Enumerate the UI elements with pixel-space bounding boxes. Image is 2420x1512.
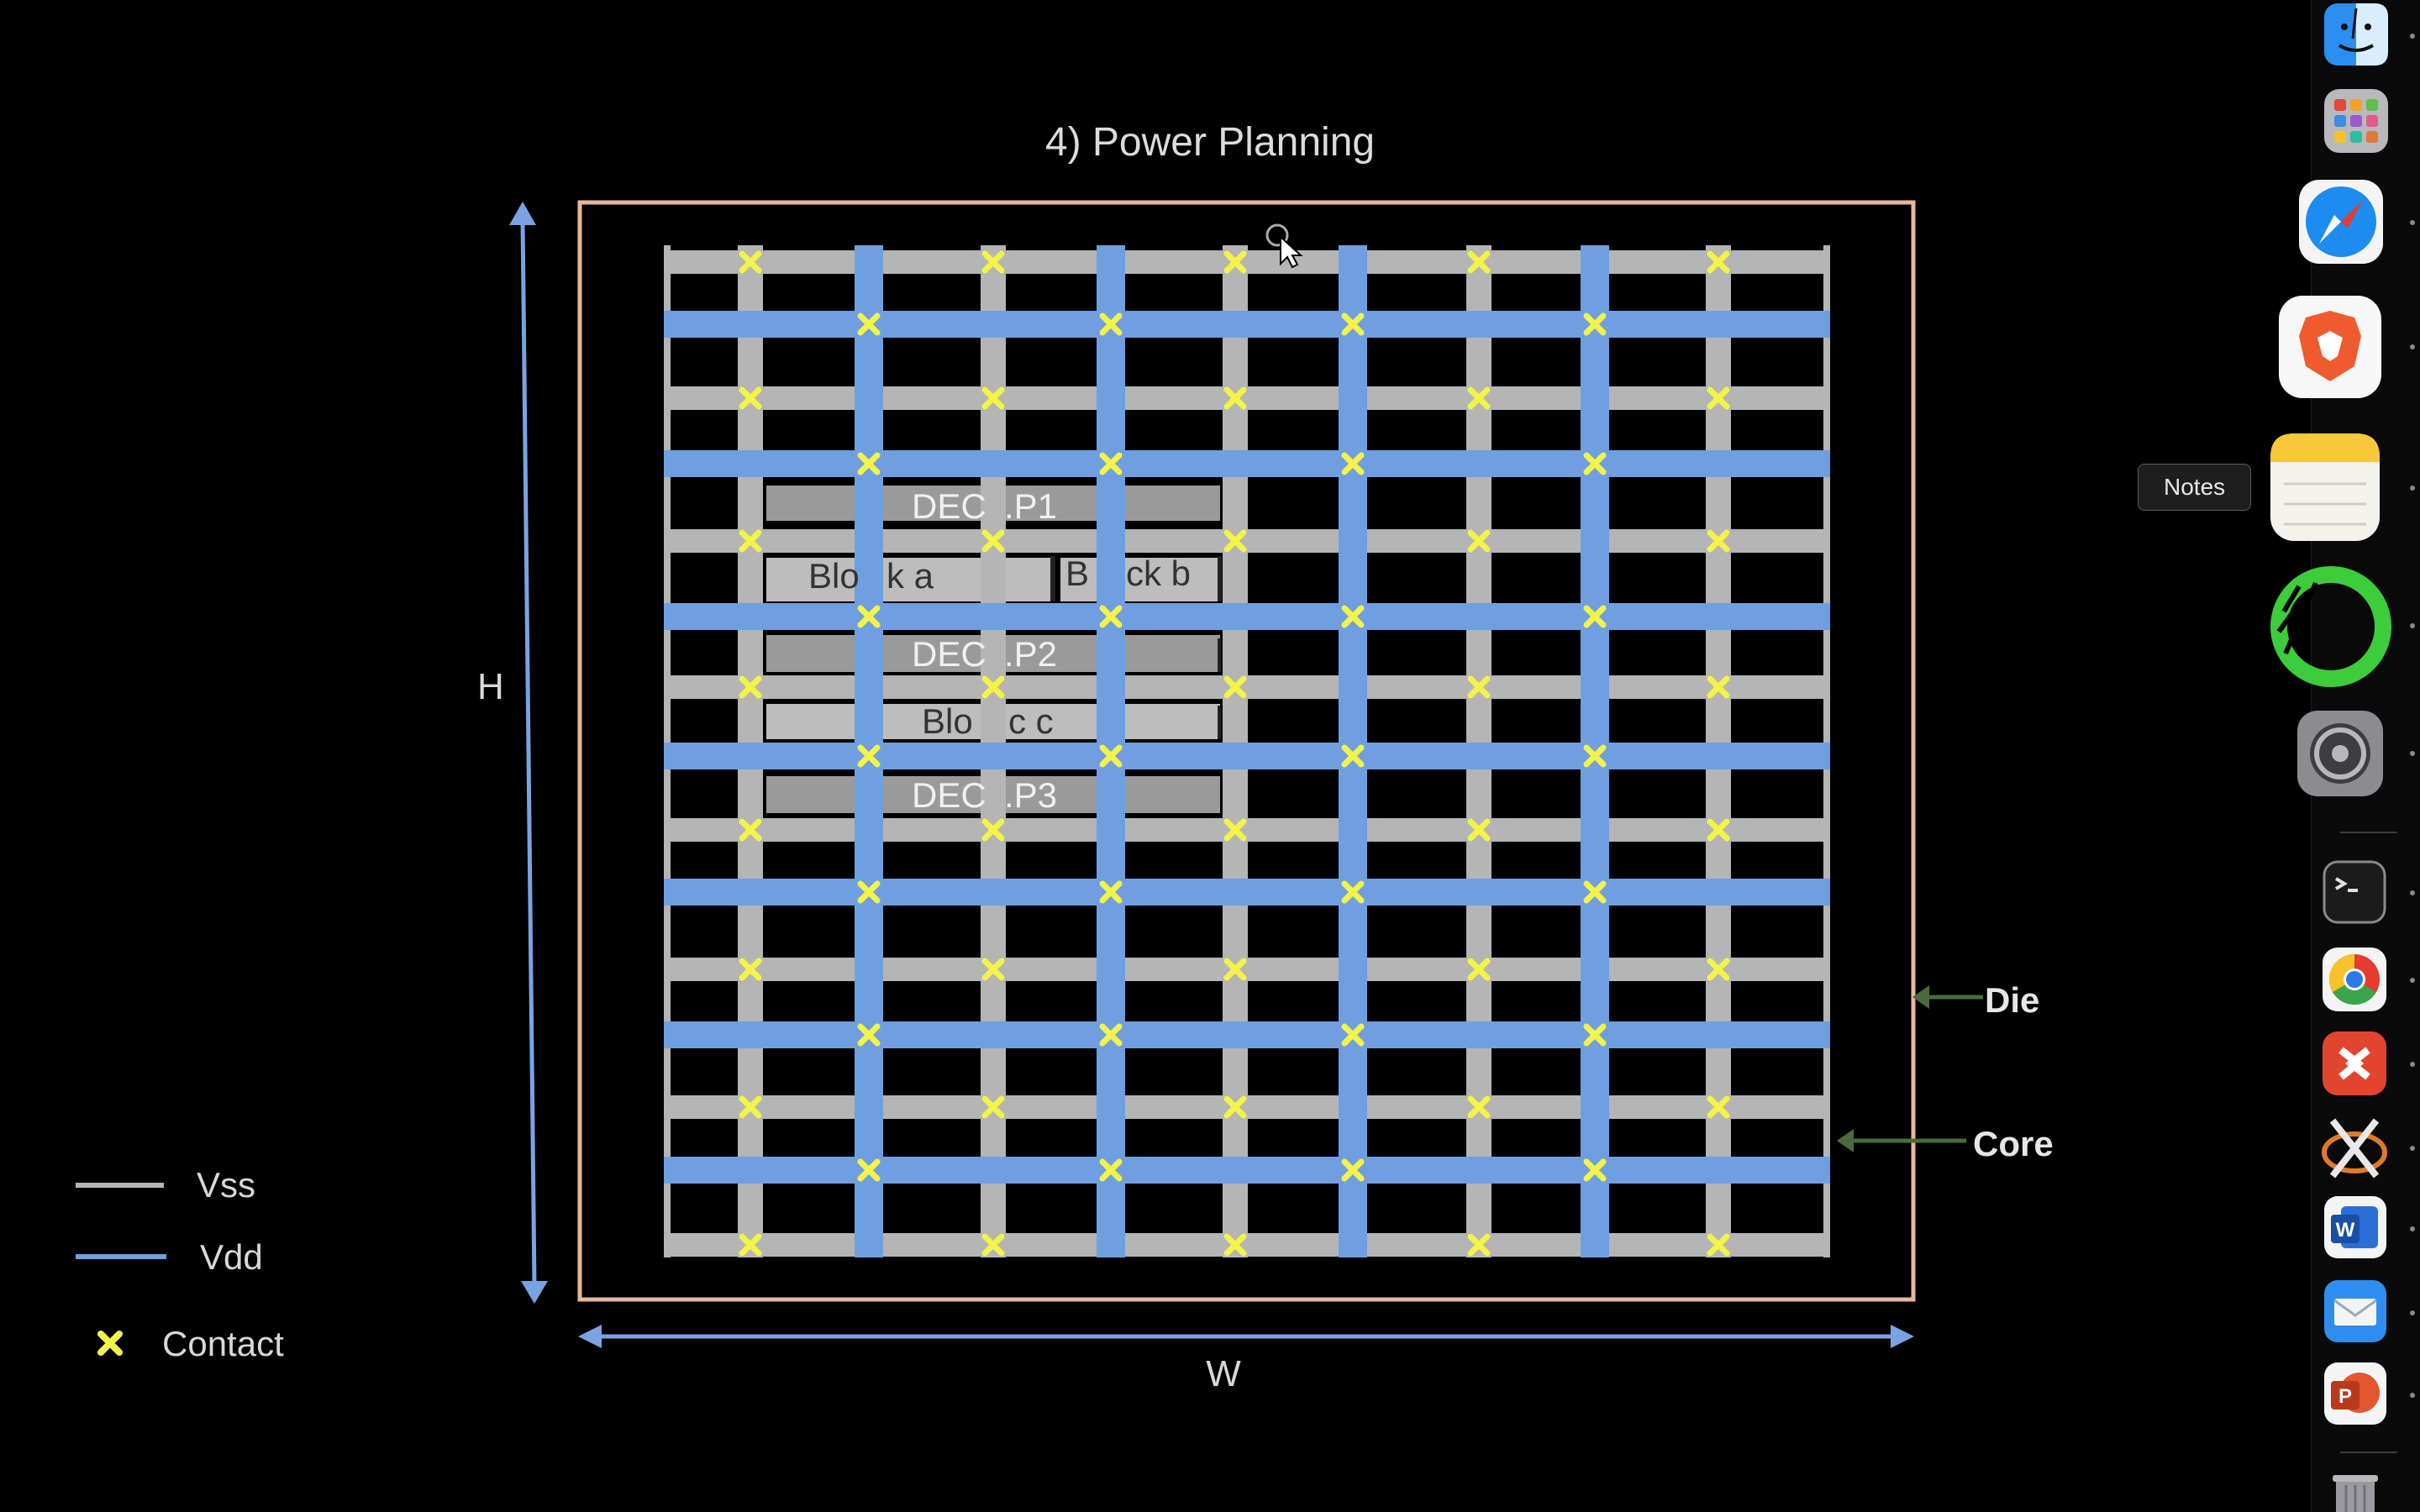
block-c-label-right: c c xyxy=(1008,701,1054,741)
block-divider xyxy=(1218,556,1222,601)
dock-separator xyxy=(2340,832,2397,833)
block-c-label-left: Blo xyxy=(922,701,973,741)
brave-icon[interactable] xyxy=(2277,294,2383,400)
decap-3-label-right: .P3 xyxy=(1004,775,1057,815)
running-indicator xyxy=(2410,623,2415,628)
vdd-rail xyxy=(664,603,1830,630)
running-indicator xyxy=(2410,486,2415,491)
svg-text:P: P xyxy=(2338,1385,2352,1408)
running-indicator xyxy=(2410,890,2415,895)
vdd-rail xyxy=(664,450,1830,477)
block-divider xyxy=(1050,556,1055,601)
core-label: Core xyxy=(1973,1124,2054,1163)
activity-ring-icon[interactable] xyxy=(2265,561,2396,692)
decap-1-label-left: DEC xyxy=(912,486,986,526)
decap-2-label-right: .P2 xyxy=(1004,634,1057,674)
block-divider xyxy=(1218,638,1221,672)
chrome-icon[interactable] xyxy=(2321,946,2388,1013)
notes-icon[interactable] xyxy=(2269,432,2381,543)
running-indicator xyxy=(2410,1226,2415,1231)
legend-vdd-label: Vdd xyxy=(200,1237,263,1277)
block-a-label-left: Blo xyxy=(808,556,860,596)
safari-icon[interactable] xyxy=(2297,178,2385,265)
dock-separator xyxy=(2340,1452,2397,1453)
legend-contact-label: Contact xyxy=(162,1324,284,1363)
terminal-icon[interactable] xyxy=(2323,860,2386,924)
running-indicator xyxy=(2410,1146,2415,1151)
word-icon[interactable]: W xyxy=(2323,1194,2388,1260)
running-indicator xyxy=(2410,1062,2415,1067)
block-a-label-right: k a xyxy=(886,556,934,596)
block-b-label-left: B xyxy=(1065,554,1089,593)
running-indicator xyxy=(2410,34,2415,39)
vdd-rail xyxy=(664,1157,1830,1184)
running-indicator xyxy=(2410,1310,2415,1315)
running-indicator xyxy=(2410,344,2415,349)
block-divider xyxy=(1218,706,1221,739)
xquartz-icon[interactable] xyxy=(2319,1112,2390,1181)
core-pointer-arrow xyxy=(1837,1129,1966,1152)
dock-tooltip: Notes xyxy=(2138,464,2251,511)
running-indicator xyxy=(2410,978,2415,983)
die-label: Die xyxy=(1985,980,2039,1020)
legend-vss-label: Vss xyxy=(197,1165,255,1205)
mail-icon[interactable] xyxy=(2323,1278,2388,1344)
width-arrow xyxy=(578,1325,1914,1348)
width-label: W xyxy=(1206,1353,1241,1394)
powerpoint-icon[interactable]: P xyxy=(2323,1361,2388,1426)
trash-icon[interactable] xyxy=(2324,1472,2386,1512)
height-arrow xyxy=(509,202,548,1304)
vdd-rail xyxy=(664,879,1830,906)
block-b-label-right: ck b xyxy=(1126,554,1191,593)
vdd-rail xyxy=(664,1021,1830,1048)
launchpad-icon[interactable] xyxy=(2323,87,2390,155)
slide-canvas: 4) Power Planning DEC .P1 Blo k a B ck b… xyxy=(0,0,2311,1512)
running-indicator xyxy=(2410,220,2415,225)
running-indicator xyxy=(2410,1393,2415,1398)
die-pointer-arrow xyxy=(1912,985,1983,1009)
legend: Vss Vdd Contact xyxy=(76,1165,284,1363)
running-indicator xyxy=(2410,751,2415,756)
slide-title: 4) Power Planning xyxy=(1045,120,1375,165)
vdd-rail xyxy=(664,311,1830,338)
power-planning-diagram: 4) Power Planning DEC .P1 Blo k a B ck b… xyxy=(0,0,2311,1512)
gear-icon[interactable] xyxy=(2296,709,2385,798)
svg-text:W: W xyxy=(2336,1219,2355,1242)
vdd-rail xyxy=(664,743,1830,769)
finder-icon[interactable] xyxy=(2323,2,2390,67)
decap-3-label-left: DEC xyxy=(912,775,986,815)
decap-2-label-left: DEC xyxy=(912,634,986,674)
legend-contact-marker xyxy=(101,1334,119,1352)
height-label: H xyxy=(477,666,504,707)
remote-desktop-icon[interactable] xyxy=(2321,1030,2388,1097)
decap-1-label-right: .P1 xyxy=(1004,486,1057,526)
